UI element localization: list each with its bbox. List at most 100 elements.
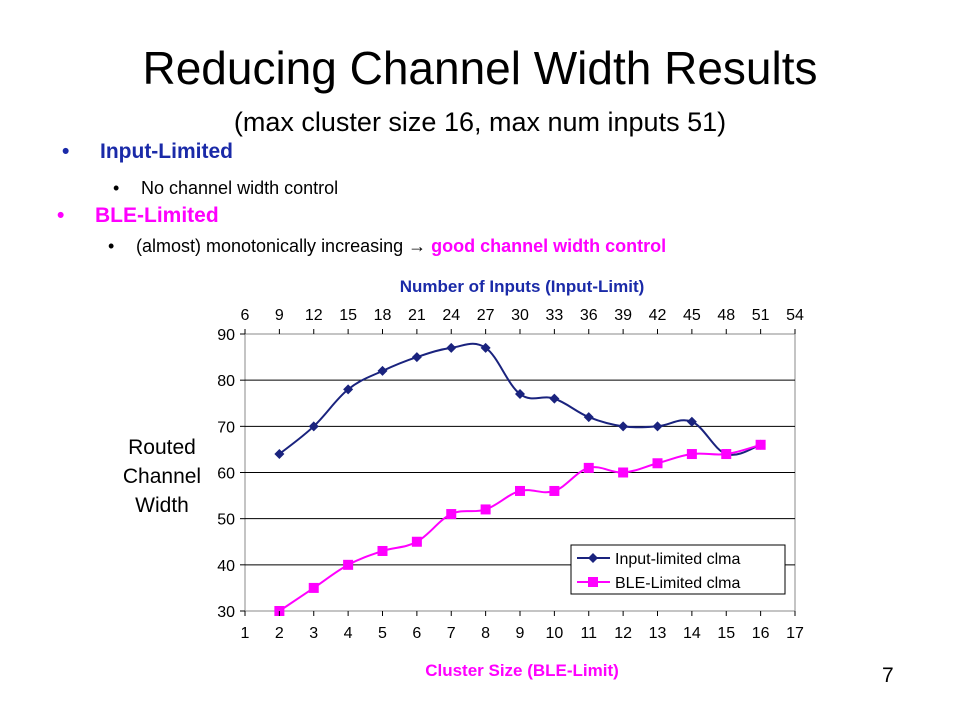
x-bottom-tick-label: 4: [344, 625, 353, 642]
y-tick-label: 80: [217, 373, 235, 390]
bullet-input-limited-sub: • No channel width control: [113, 178, 338, 199]
bullet-input-limited-sub-text: No channel width control: [141, 178, 339, 198]
data-point-input-limited: [274, 449, 285, 460]
x-top-tick-label: 24: [442, 307, 460, 324]
x-bottom-tick-label: 1: [241, 625, 250, 642]
x-bottom-tick-label: 8: [481, 625, 490, 642]
series-markers: [274, 342, 766, 616]
slide-subtitle: (max cluster size 16, max num inputs 51): [233, 107, 727, 137]
x-top-tick-label: 30: [511, 307, 529, 324]
y-axis-title-line: Channel: [123, 465, 201, 488]
gridlines: [245, 379, 795, 566]
data-point-input-limited: [480, 342, 491, 353]
x-bottom-axis-title: Cluster Size (BLE-Limit): [425, 661, 619, 680]
x-top-tick-label: 12: [305, 307, 323, 324]
data-point-ble-limited: [583, 462, 594, 473]
x-bottom-tick-label: 12: [614, 625, 632, 642]
bullet-input-limited: • Input-Limited: [62, 140, 233, 164]
y-tick-label: 70: [217, 419, 235, 436]
x-top-tick-label: 27: [477, 307, 495, 324]
data-point-input-limited: [377, 365, 388, 376]
legend: Input-limited clma BLE-Limited clma: [570, 544, 786, 595]
data-point-ble-limited: [411, 536, 422, 547]
legend-label: BLE-Limited clma: [615, 575, 740, 592]
x-bottom-tick-label: 7: [447, 625, 456, 642]
data-point-ble-limited: [446, 509, 457, 520]
data-point-input-limited: [308, 421, 319, 432]
x-top-axis-title: Number of Inputs (Input-Limit): [400, 277, 645, 296]
legend-marker: [588, 577, 598, 587]
bullet-marker: •: [108, 236, 115, 256]
x-top-tick-label: 42: [649, 307, 667, 324]
data-point-ble-limited: [343, 559, 354, 570]
y-tick-label: 90: [217, 327, 235, 344]
x-bottom-tick-label: 14: [683, 625, 701, 642]
y-tick-label: 30: [217, 604, 235, 621]
y-tick-label: 60: [217, 466, 235, 483]
x-bottom-tick-label: 5: [378, 625, 387, 642]
axis-ticks: [240, 329, 796, 616]
x-top-tick-label: 6: [241, 307, 250, 324]
data-point-ble-limited: [721, 449, 732, 460]
x-top-tick-label: 18: [374, 307, 392, 324]
data-point-input-limited: [446, 342, 457, 353]
series-line-input-limited: [278, 342, 761, 456]
data-point-input-limited: [549, 393, 560, 404]
page-number: 7: [882, 664, 894, 687]
data-point-ble-limited: [515, 485, 525, 496]
legend-label: Input-limited clma: [615, 551, 740, 568]
x-top-tick-label: 21: [408, 307, 426, 324]
y-tick-label: 50: [217, 512, 235, 529]
x-bottom-tick-label: 10: [545, 625, 563, 642]
x-top-tick-label: 15: [339, 307, 357, 324]
x-top-tick-label: 33: [545, 307, 563, 324]
data-point-input-limited: [618, 421, 629, 432]
x-top-tick-label: 9: [275, 307, 284, 324]
data-point-ble-limited: [755, 439, 766, 450]
arrow-right-icon: →: [408, 236, 427, 256]
data-point-ble-limited: [549, 485, 560, 496]
data-point-input-limited: [411, 352, 422, 363]
data-point-ble-limited: [308, 582, 319, 593]
x-bottom-tick-label: 16: [752, 625, 770, 642]
data-point-ble-limited: [686, 449, 697, 460]
data-point-input-limited: [686, 416, 697, 427]
bullet-marker: •: [113, 178, 120, 198]
data-point-ble-limited: [618, 467, 629, 478]
x-bottom-tick-label: 11: [580, 625, 597, 642]
bullet-ble-limited-label: BLE-Limited: [95, 204, 219, 227]
bullet-ble-limited-sub: • (almost) monotonically increasing → goo…: [108, 236, 666, 257]
bullet-ble-limited-sub-text: (almost) monotonically increasing: [136, 236, 404, 256]
data-point-ble-limited: [652, 458, 663, 469]
x-bottom-tick-label: 9: [516, 625, 525, 642]
data-point-input-limited: [343, 384, 354, 395]
x-top-tick-label: 51: [752, 307, 770, 324]
slide-title: Reducing Channel Width Results: [142, 42, 818, 94]
data-point-input-limited: [652, 421, 663, 432]
bullet-marker: •: [62, 140, 70, 163]
bullet-ble-limited: • BLE-Limited: [57, 204, 219, 228]
x-top-tick-label: 45: [683, 307, 701, 324]
x-top-tick-label: 39: [614, 307, 632, 324]
bullet-marker: •: [57, 204, 65, 227]
legend-marker: [588, 553, 598, 563]
x-bottom-tick-label: 2: [275, 625, 284, 642]
y-axis-title-line: Width: [135, 494, 189, 517]
data-point-input-limited: [583, 412, 594, 423]
data-point-ble-limited: [377, 545, 388, 556]
data-point-ble-limited: [480, 504, 491, 515]
x-bottom-tick-label: 17: [786, 625, 804, 642]
x-top-tick-label: 36: [580, 307, 598, 324]
x-bottom-tick-label: 3: [309, 625, 318, 642]
x-top-tick-label: 48: [717, 307, 735, 324]
bullet-input-limited-label: Input-Limited: [100, 140, 233, 163]
x-bottom-tick-label: 13: [649, 625, 667, 642]
y-axis-title-line: Routed: [128, 436, 196, 459]
x-bottom-tick-label: 15: [717, 625, 735, 642]
legend-box: [570, 544, 786, 595]
x-top-tick-label: 54: [786, 307, 804, 324]
data-point-input-limited: [515, 389, 525, 400]
x-bottom-tick-label: 6: [412, 625, 421, 642]
